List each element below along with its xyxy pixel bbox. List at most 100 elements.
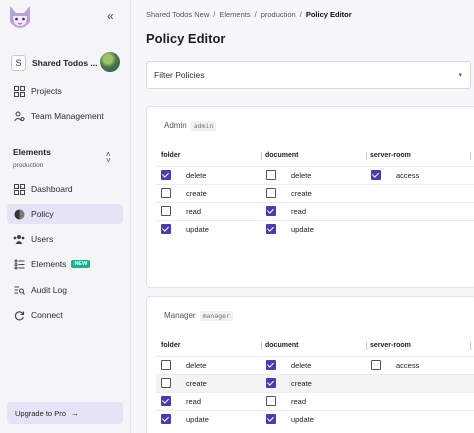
new-badge: NEW	[71, 260, 91, 268]
environment-title: Elements	[13, 147, 51, 157]
checkbox[interactable]	[266, 360, 276, 370]
action-label: delete	[291, 360, 312, 370]
permission-checkbox[interactable]: read	[266, 396, 306, 406]
checkbox[interactable]	[161, 360, 171, 370]
action-label: access	[396, 360, 420, 370]
checkbox[interactable]	[266, 206, 276, 216]
permission-checkbox[interactable]: create	[161, 378, 207, 388]
checkbox[interactable]	[161, 414, 171, 424]
sidebar-item-users[interactable]: Users	[7, 229, 123, 249]
org-switcher[interactable]: S Shared Todos ...	[10, 52, 122, 74]
checkbox[interactable]	[161, 224, 171, 234]
resource-header-server-room: server-room	[370, 152, 411, 159]
permission-checkbox[interactable]: delete	[161, 170, 206, 180]
upgrade-button[interactable]: Upgrade to Pro →	[7, 402, 123, 424]
sidebar-item-audit-log[interactable]: Audit Log	[7, 280, 123, 300]
permission-checkbox[interactable]: delete	[161, 360, 206, 370]
breadcrumb-separator: /	[299, 10, 302, 19]
checkbox[interactable]	[161, 378, 171, 388]
table-row: update update	[156, 220, 474, 238]
permission-checkbox[interactable]: update	[266, 224, 314, 234]
checkbox[interactable]	[371, 170, 381, 180]
permission-checkbox[interactable]: access	[371, 170, 419, 180]
table-row: read read	[156, 392, 474, 410]
sidebar-item-label: Projects	[31, 86, 62, 96]
collapse-sidebar-icon[interactable]: «	[107, 9, 114, 23]
sidebar-item-label: Elements	[31, 259, 67, 269]
checkbox[interactable]	[266, 414, 276, 424]
checkbox[interactable]	[161, 170, 171, 180]
checkbox[interactable]	[161, 206, 171, 216]
role-key: manager	[199, 311, 233, 321]
chevron-up-down-icon[interactable]: ˄ ˅	[106, 150, 111, 165]
breadcrumb-item[interactable]: Elements	[219, 10, 251, 19]
breadcrumb-item[interactable]: Shared Todos New	[146, 10, 210, 19]
avatar[interactable]	[100, 52, 120, 72]
permission-checkbox[interactable]: create	[266, 188, 312, 198]
action-label: update	[291, 414, 314, 424]
column-divider	[261, 342, 262, 350]
checkbox[interactable]	[266, 224, 276, 234]
fox-logo-icon[interactable]	[7, 4, 33, 34]
sidebar-item-label: Dashboard	[31, 184, 73, 194]
permission-checkbox[interactable]: delete	[266, 360, 311, 370]
permission-checkbox[interactable]: create	[161, 188, 207, 198]
permission-checkbox[interactable]: read	[161, 396, 201, 406]
checkbox[interactable]	[266, 188, 276, 198]
breadcrumb-current: Policy Editor	[305, 10, 352, 19]
permission-checkbox[interactable]: read	[266, 206, 306, 216]
action-label: create	[186, 188, 207, 198]
chevron-down-icon: ▾	[458, 72, 462, 79]
table-row: update update	[156, 410, 474, 428]
filter-policies-select[interactable]: Filter Policies ▾	[146, 61, 471, 89]
environment-name: production	[13, 162, 44, 169]
checkbox[interactable]	[161, 188, 171, 198]
resource-header-document: document	[265, 152, 299, 159]
table-row: delete delete access	[156, 356, 474, 374]
permission-checkbox[interactable]: read	[161, 206, 201, 216]
column-divider	[470, 342, 471, 350]
sidebar-item-label: Team Management	[31, 111, 104, 121]
sidebar: « S Shared Todos ... Projects Team Manag…	[0, 0, 131, 433]
permission-checkbox[interactable]: access	[371, 360, 419, 370]
role-name: Admin	[164, 121, 187, 130]
role-card-manager: Manager manager folder document server-ro…	[146, 296, 474, 433]
checkbox[interactable]	[371, 360, 381, 370]
action-label: update	[186, 414, 209, 424]
permission-checkbox[interactable]: update	[266, 414, 314, 424]
sidebar-item-projects[interactable]: Projects	[7, 81, 123, 101]
permission-checkbox[interactable]: update	[161, 224, 209, 234]
breadcrumb-separator: /	[213, 10, 216, 19]
action-label: delete	[291, 170, 312, 180]
breadcrumb-item[interactable]: production	[260, 10, 296, 19]
sidebar-item-label: Connect	[31, 310, 63, 320]
checkbox[interactable]	[266, 378, 276, 388]
column-divider	[470, 152, 471, 160]
checkbox[interactable]	[161, 396, 171, 406]
sidebar-item-dashboard[interactable]: Dashboard	[7, 179, 123, 199]
sidebar-item-elements[interactable]: Elements NEW	[7, 254, 123, 274]
connect-icon	[13, 309, 25, 321]
table-row: create create	[156, 184, 474, 202]
grid-icon	[13, 183, 25, 195]
checkbox[interactable]	[266, 170, 276, 180]
users-gear-icon	[13, 110, 25, 122]
sidebar-item-label: Policy	[31, 209, 54, 219]
sidebar-item-policy[interactable]: Policy	[7, 204, 123, 224]
action-label: read	[291, 206, 307, 216]
breadcrumb: Shared Todos New / Elements / production / Pol…	[146, 10, 352, 19]
permission-checkbox[interactable]: create	[266, 378, 312, 388]
action-label: update	[186, 224, 209, 234]
action-label: create	[186, 378, 207, 388]
arrow-right-icon: →	[70, 408, 79, 418]
users-icon	[13, 233, 25, 245]
checkbox[interactable]	[266, 396, 276, 406]
role-header: Admin admin	[164, 121, 217, 131]
permission-checkbox[interactable]: delete	[266, 170, 311, 180]
sidebar-item-team-management[interactable]: Team Management	[7, 106, 123, 126]
sidebar-item-connect[interactable]: Connect	[7, 305, 123, 325]
permission-checkbox[interactable]: update	[161, 414, 209, 424]
action-label: access	[396, 170, 420, 180]
role-name: Manager	[164, 311, 196, 320]
action-label: update	[291, 224, 314, 234]
